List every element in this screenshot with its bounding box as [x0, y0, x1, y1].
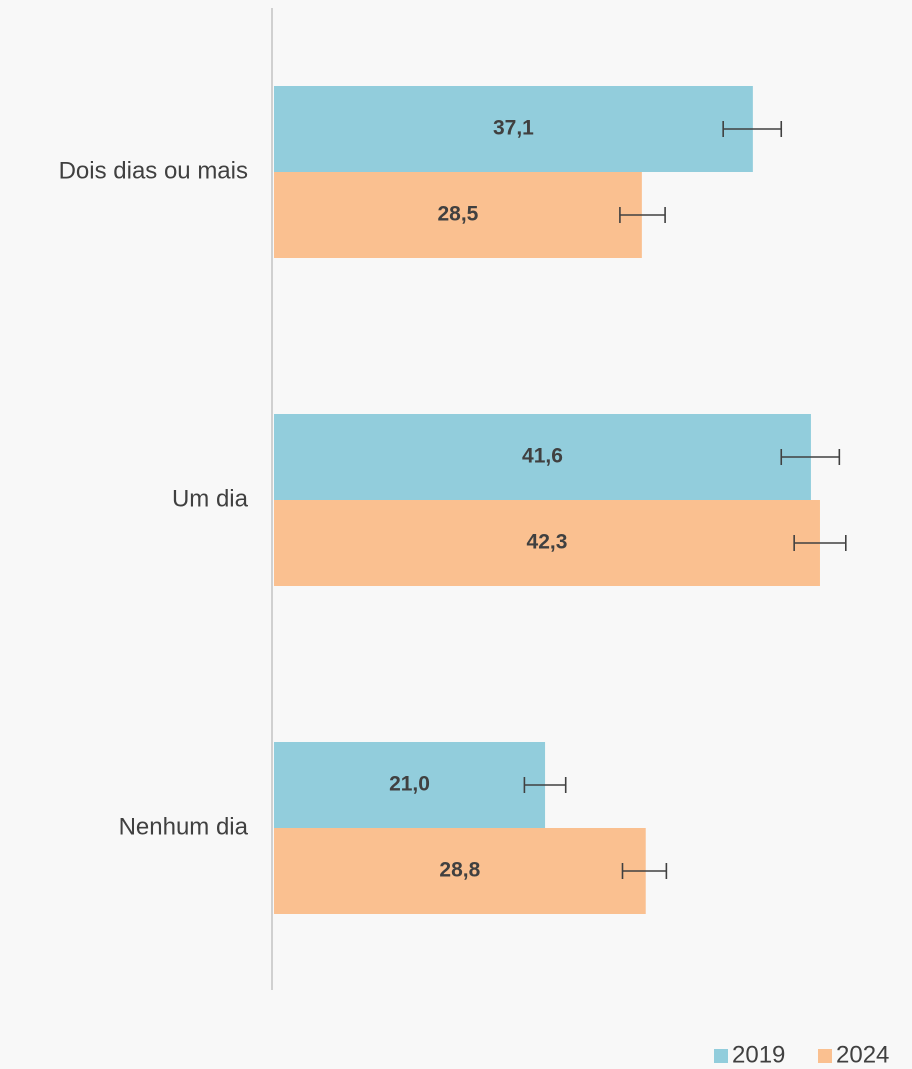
data-label-2024-nenhum-dia: 28,8: [439, 859, 480, 882]
legend-swatch-2019: [714, 1049, 728, 1063]
category-label-um-dia: Um dia: [172, 485, 249, 512]
category-label-nenhum-dia: Nenhum dia: [119, 813, 249, 840]
legend-swatch-2024: [818, 1049, 832, 1063]
legend-label-2019: 2019: [732, 1041, 785, 1068]
bar-2024-um-dia: [274, 500, 820, 586]
bar-2024-nenhum-dia: [274, 828, 646, 914]
bar-2019-nenhum-dia: [274, 742, 546, 828]
bar-2024-dois-dias-ou-mais: [274, 172, 642, 258]
bar-2019-um-dia: [274, 414, 811, 500]
bar-2019-dois-dias-ou-mais: [274, 86, 753, 172]
data-label-2024-dois-dias-ou-mais: 28,5: [437, 203, 478, 226]
category-label-dois-dias-ou-mais: Dois dias ou mais: [59, 157, 248, 184]
data-label-2019-um-dia: 41,6: [522, 445, 563, 468]
data-label-2019-nenhum-dia: 21,0: [389, 773, 430, 796]
legend-label-2024: 2024: [836, 1041, 889, 1068]
data-label-2024-um-dia: 42,3: [527, 531, 568, 554]
data-label-2019-dois-dias-ou-mais: 37,1: [493, 117, 534, 140]
